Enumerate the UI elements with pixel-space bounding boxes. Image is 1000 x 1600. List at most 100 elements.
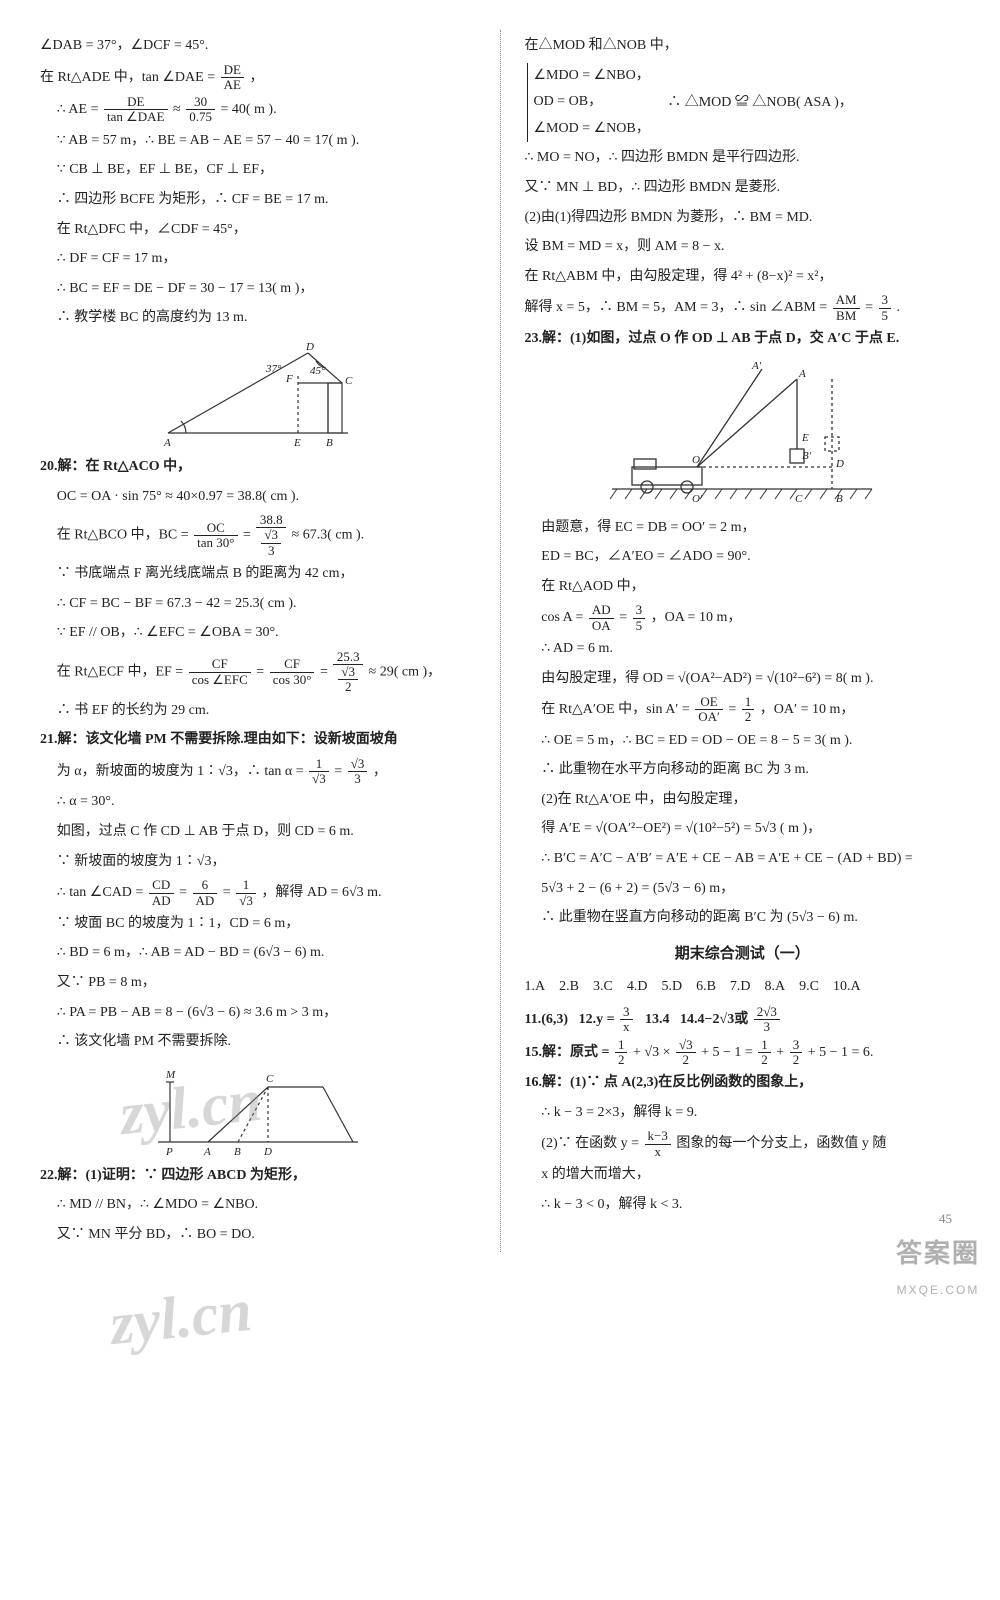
text: ≈ — [173, 102, 184, 117]
text: 在 Rt△A′OE 中，sin A′ = — [541, 702, 693, 717]
fraction: CFcos ∠EFC — [189, 657, 251, 687]
text-line: ∴ DF = CF = 17 m， — [40, 246, 476, 273]
figure-triangle-building: A E B F C D 37° 45° — [148, 338, 368, 448]
logo-line1: 答案圈 — [896, 1229, 980, 1278]
fig-label: B — [234, 1146, 241, 1157]
fig-label: B — [326, 437, 333, 448]
page-number: 45 — [939, 1207, 952, 1232]
text: 在 Rt△BCO 中，BC = — [57, 528, 192, 543]
fraction: 12 — [742, 695, 755, 725]
text-line: ∴ 此重物在竖直方向移动的距离 B′C 为 (5√3 − 6) m. — [525, 905, 961, 932]
text-line: ∴ 该文化墙 PM 不需要拆除. — [40, 1029, 476, 1056]
text: 15.解：原式 = — [525, 1045, 613, 1060]
text: ，解得 AD = 6√3 m. — [261, 885, 381, 900]
mc-answers: 1.A 2.B 3.C 4.D 5.D 6.B 7.D 8.A 9.C 10.A — [525, 974, 961, 1001]
sys-line: OD = OB， — [534, 94, 603, 109]
text-line: ∴ BD = 6 m，∴ AB = AD − BD = (6√3 − 6) m. — [40, 940, 476, 967]
text: = — [179, 885, 190, 900]
text-line: 由勾股定理，得 OD = √(OA²−AD²) = √(10²−6²) = 8(… — [525, 666, 961, 693]
text: = — [256, 664, 267, 679]
fraction: OCtan 30° — [194, 521, 237, 551]
text: 在 Rt△ECF 中，EF = — [57, 664, 187, 679]
logo-line2: MXQE.COM — [896, 1279, 980, 1302]
fig-label: A — [163, 437, 171, 448]
text: ≈ 67.3( cm ). — [292, 528, 365, 543]
fig-label: C — [795, 493, 803, 505]
text-line: 为 α，新坡面的坡度为 1∶√3，∴ tan α = 1√3 = √33 ， — [40, 757, 476, 787]
text: ， — [373, 764, 387, 779]
text: = — [728, 702, 739, 717]
text-line: 在 Rt△ECF 中，EF = CFcos ∠EFC = CFcos 30° =… — [40, 650, 476, 695]
fig-label: D — [835, 458, 844, 470]
text-line: 在△MOD 和△NOB 中， — [525, 33, 961, 60]
q16-head: 16.解：(1)∵ 点 A(2,3)在反比例函数的图象上， — [525, 1070, 961, 1097]
text-line: ∴ 教学楼 BC 的高度约为 13 m. — [40, 305, 476, 332]
ans: 9.C — [799, 974, 819, 1001]
text: 图象的每一个分支上，函数值 y 随 — [676, 1136, 886, 1151]
text-line: ∴ CF = BC − BF = 67.3 − 42 = 25.3( cm ). — [40, 591, 476, 618]
fraction: 1√3 — [236, 878, 256, 908]
watermark: zyl.cn — [104, 1253, 257, 1381]
fraction: 12 — [615, 1038, 628, 1068]
sys-line: ∠MDO = ∠NBO， — [534, 68, 650, 83]
text: + — [776, 1045, 787, 1060]
figure-slope-wall: M C P A B D — [148, 1062, 368, 1157]
text: cos A = — [541, 610, 587, 625]
text-line: ∴ k − 3 = 2×3，解得 k = 9. — [525, 1100, 961, 1127]
fraction: √33 — [348, 757, 368, 787]
ans: 14.4−2√3或 — [680, 1012, 748, 1027]
text: = — [223, 885, 234, 900]
text: . — [897, 300, 901, 315]
fig-label: 37° — [265, 363, 282, 375]
fig-label: O — [692, 454, 700, 466]
fig-label: C — [345, 375, 353, 387]
text-line: ∴ AE = DEtan ∠DAE ≈ 300.75 = 40( m ). — [40, 95, 476, 125]
text: 在 Rt△ADE 中，tan ∠DAE = — [40, 70, 219, 85]
text-line: ∠DAB = 37°，∠DCF = 45°. — [40, 33, 476, 60]
fraction: 38.8 √33 — [256, 513, 286, 558]
text-line: ∴ k − 3 < 0，解得 k < 3. — [525, 1192, 961, 1219]
fraction: DEAE — [221, 63, 244, 93]
text-line: 又∵ PB = 8 m， — [40, 970, 476, 997]
ans: 4.D — [627, 974, 648, 1001]
text-line: 又∵ MN ⊥ BD，∴ 四边形 BMDN 是菱形. — [525, 175, 961, 202]
ans: 8.A — [765, 974, 786, 1001]
text-line: 在 Rt△ABM 中，由勾股定理，得 4² + (8−x)² = x²， — [525, 264, 961, 291]
fig-label: M — [165, 1069, 176, 1081]
text-line: ∴ α = 30°. — [40, 789, 476, 816]
fig-label: B — [836, 493, 843, 505]
text-line: 在 Rt△BCO 中，BC = OCtan 30° = 38.8 √33 ≈ 6… — [40, 513, 476, 558]
fraction: 32 — [790, 1038, 803, 1068]
text-line: 11.(6,3) 12.y = 3x 13.4 14.4−2√3或 2√33 — [525, 1005, 961, 1035]
fraction: AMBM — [833, 293, 860, 323]
text-line: ∴ PA = PB − AB = 8 − (6√3 − 6) ≈ 3.6 m >… — [40, 1000, 476, 1027]
text: = — [334, 764, 345, 779]
fig-label: 45° — [310, 365, 326, 377]
fraction: DEtan ∠DAE — [104, 95, 168, 125]
ans: 12.y = — [579, 1012, 618, 1027]
text-line: 又∵ MN 平分 BD，∴ BO = DO. — [40, 1222, 476, 1249]
q15: 15.解：原式 = 12 + √3 × √32 + 5 − 1 = 12 + 3… — [525, 1038, 961, 1068]
text: + 5 − 1 = 6. — [808, 1045, 874, 1060]
text: ≈ 29( cm )， — [369, 664, 442, 679]
fig-label: B′ — [802, 450, 812, 462]
text-line: ∵ 坡面 BC 的坡度为 1∶1，CD = 6 m， — [40, 911, 476, 938]
fig-label: A — [203, 1146, 211, 1157]
ans: 13.4 — [645, 1012, 670, 1027]
fig-label: O′ — [692, 493, 703, 505]
ans: 7.D — [730, 974, 751, 1001]
fraction: CDAD — [149, 878, 174, 908]
fraction: 300.75 — [186, 95, 215, 125]
fraction: 6AD — [193, 878, 218, 908]
fig-label: C — [266, 1073, 274, 1085]
text-line: 设 BM = MD = x，则 AM = 8 − x. — [525, 234, 961, 261]
text: ∴ tan ∠CAD = — [57, 885, 147, 900]
text-line: ∴ BC = EF = DE − DF = 30 − 17 = 13( m )， — [40, 276, 476, 303]
equation-system: ∠MDO = ∠NBO， OD = OB， ∠MOD = ∠NOB， ∴ △MO… — [525, 63, 961, 143]
text-line: (2)∵ 在函数 y = k−3x 图象的每一个分支上，函数值 y 随 — [525, 1129, 961, 1159]
text-line: ∴ 书 EF 的长约为 29 cm. — [40, 698, 476, 725]
text: = — [320, 664, 331, 679]
fig-label: A′ — [751, 360, 762, 372]
fraction: 2√33 — [754, 1005, 780, 1035]
text-line: cos A = ADOA = 35 ，OA = 10 m， — [525, 603, 961, 633]
